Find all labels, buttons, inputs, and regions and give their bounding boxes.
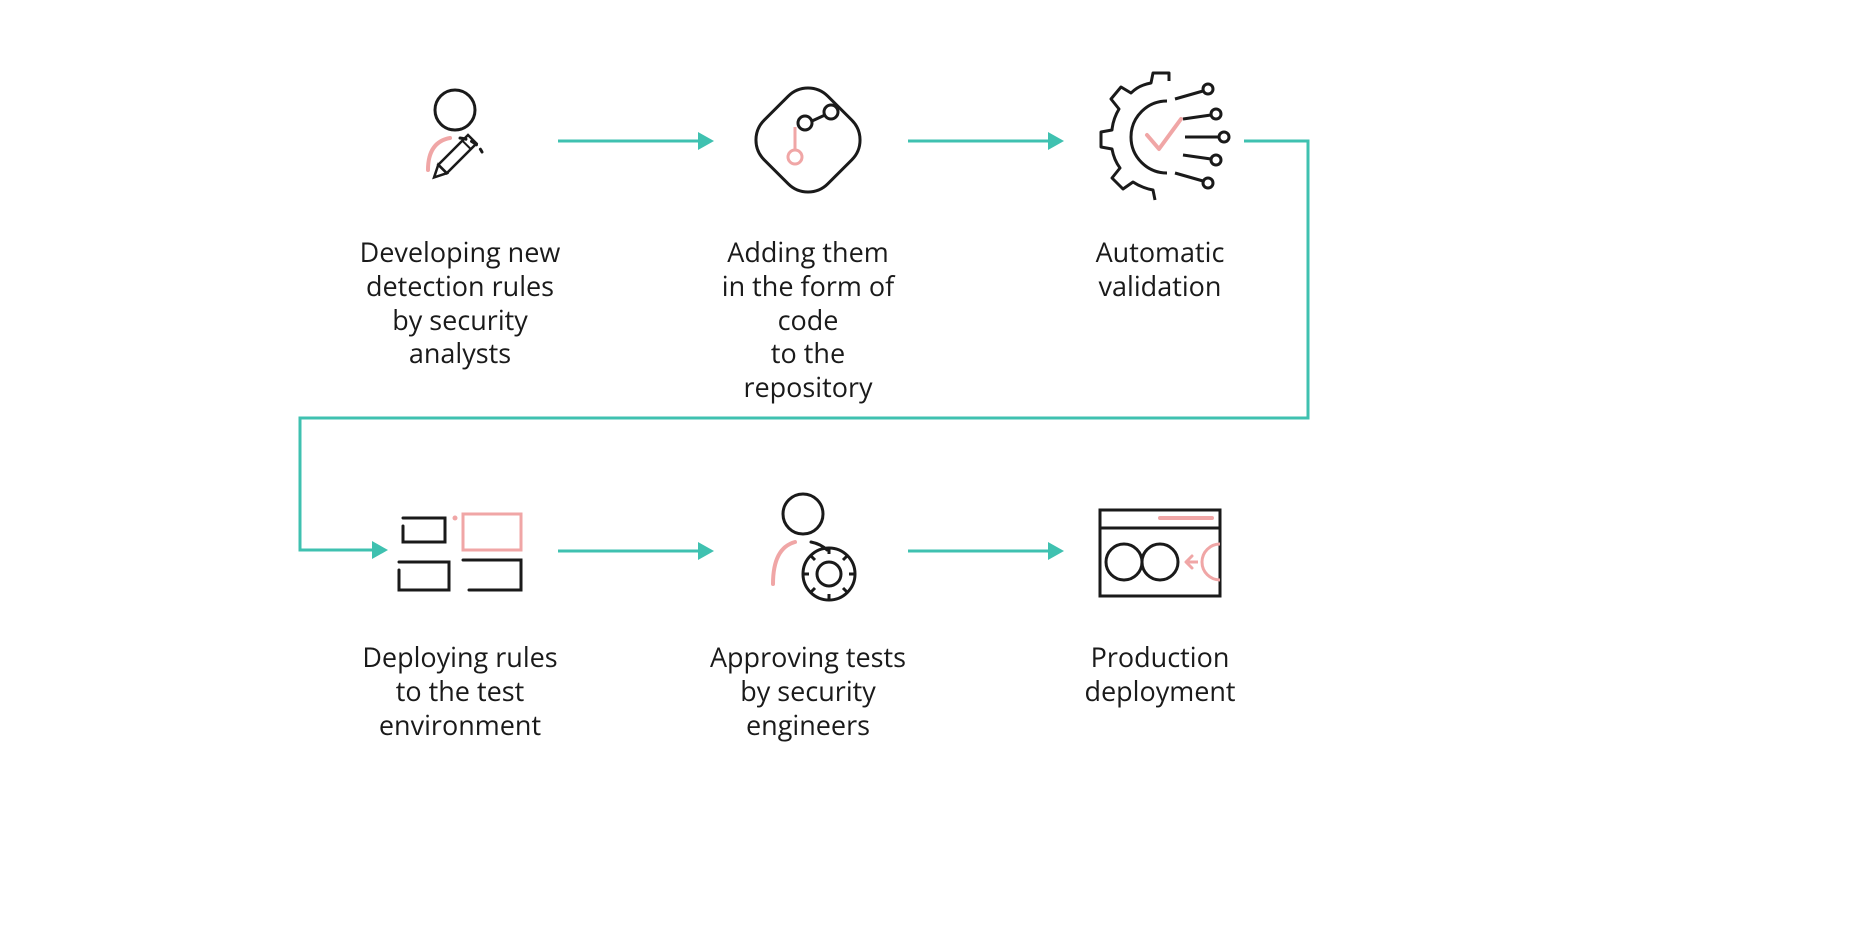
arrow-n5-n6 <box>906 538 1066 564</box>
arrow-n4-n5 <box>556 538 716 564</box>
node-label: Deploying rules to the test environment <box>330 640 590 741</box>
flow-diagram: Developing new detection rules by securi… <box>0 0 1868 931</box>
node-label: Approving tests by security engineers <box>683 640 933 741</box>
node-label: Production deployment <box>1055 640 1265 708</box>
arrow-n3-n4-wrap <box>296 128 1316 568</box>
